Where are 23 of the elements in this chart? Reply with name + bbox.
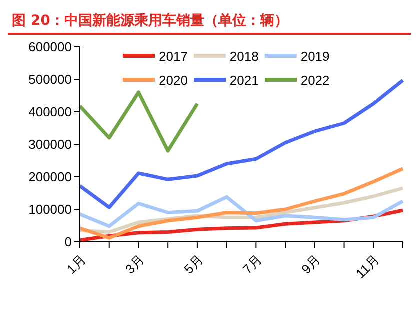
line-series (78, 90, 200, 153)
x-tick-label: 7月 (240, 252, 265, 277)
legend-label: 2018 (230, 48, 259, 64)
y-tick-label: 600000 (28, 40, 72, 55)
y-tick-label: 500000 (28, 72, 72, 88)
legend-label: 2021 (230, 72, 259, 88)
line-series (78, 167, 405, 240)
y-tick-label: 300000 (28, 137, 72, 152)
x-tick-label: 11月 (352, 252, 382, 282)
x-tick-label: 9月 (298, 252, 324, 277)
legend-label: 2019 (300, 48, 330, 64)
chart-title: 图 20：中国新能源乘用车销量（单位：辆） (11, 12, 290, 30)
y-tick-label: 100000 (28, 202, 72, 218)
y-tick-label: 0 (64, 234, 72, 250)
y-tick-label: 400000 (28, 104, 72, 120)
x-tick-label: 5月 (181, 252, 206, 277)
y-tick-label: 200000 (28, 170, 72, 185)
legend-label: 2022 (300, 72, 330, 88)
x-tick-label: 3月 (122, 252, 148, 277)
line-series (78, 195, 405, 228)
x-tick-label: 1月 (64, 252, 89, 277)
legend-label: 2020 (159, 72, 188, 88)
legend-label: 2017 (159, 48, 188, 64)
